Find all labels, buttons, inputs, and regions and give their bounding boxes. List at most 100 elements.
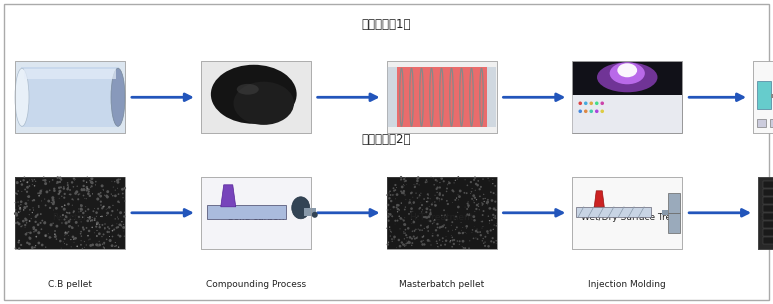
- Circle shape: [400, 241, 403, 244]
- Circle shape: [121, 225, 122, 226]
- Circle shape: [39, 195, 40, 197]
- Circle shape: [437, 234, 439, 237]
- Circle shape: [17, 221, 19, 224]
- Circle shape: [394, 220, 397, 222]
- Circle shape: [114, 218, 116, 219]
- Circle shape: [70, 225, 71, 226]
- Text: 〈핵심기쉰2〉: 〈핵심기쉰2〉: [362, 133, 411, 146]
- Circle shape: [39, 190, 43, 192]
- Circle shape: [46, 191, 49, 193]
- Bar: [24, 69, 116, 79]
- Circle shape: [68, 231, 70, 233]
- Point: [624, 215, 633, 219]
- Circle shape: [467, 204, 470, 207]
- Circle shape: [401, 192, 404, 194]
- Circle shape: [407, 242, 409, 244]
- Circle shape: [397, 239, 400, 241]
- Circle shape: [109, 236, 110, 237]
- Circle shape: [416, 180, 419, 182]
- Circle shape: [117, 178, 120, 181]
- Circle shape: [415, 229, 417, 230]
- Circle shape: [388, 213, 390, 215]
- Circle shape: [34, 247, 36, 248]
- Circle shape: [83, 185, 85, 187]
- Circle shape: [464, 232, 465, 233]
- Circle shape: [29, 209, 31, 211]
- Circle shape: [111, 214, 112, 216]
- Circle shape: [482, 203, 484, 205]
- Circle shape: [490, 191, 492, 193]
- Circle shape: [111, 230, 114, 231]
- Circle shape: [429, 213, 432, 216]
- Circle shape: [404, 194, 406, 196]
- Circle shape: [19, 208, 22, 210]
- Circle shape: [103, 246, 104, 248]
- Circle shape: [491, 219, 493, 221]
- Circle shape: [394, 184, 397, 186]
- Circle shape: [100, 184, 104, 187]
- Bar: [572, 177, 683, 249]
- Circle shape: [24, 217, 26, 220]
- Circle shape: [36, 236, 37, 237]
- Circle shape: [456, 197, 457, 199]
- Circle shape: [495, 217, 496, 219]
- Circle shape: [427, 230, 429, 232]
- Circle shape: [51, 202, 52, 203]
- Circle shape: [63, 187, 65, 190]
- Circle shape: [495, 225, 497, 226]
- Circle shape: [424, 198, 425, 200]
- Circle shape: [393, 194, 394, 195]
- Circle shape: [21, 183, 23, 186]
- Circle shape: [74, 192, 77, 195]
- Circle shape: [83, 188, 85, 190]
- Circle shape: [26, 242, 29, 244]
- Circle shape: [32, 228, 35, 230]
- Circle shape: [453, 239, 455, 241]
- Circle shape: [403, 219, 405, 222]
- Circle shape: [474, 176, 476, 179]
- Circle shape: [387, 215, 390, 218]
- Circle shape: [63, 219, 66, 220]
- Circle shape: [472, 215, 475, 218]
- Circle shape: [478, 206, 479, 207]
- Circle shape: [83, 188, 86, 191]
- Circle shape: [80, 208, 83, 211]
- Circle shape: [408, 213, 410, 215]
- Circle shape: [96, 223, 97, 225]
- Circle shape: [112, 205, 114, 206]
- Circle shape: [32, 226, 35, 229]
- Circle shape: [428, 225, 429, 226]
- Circle shape: [20, 226, 22, 227]
- Circle shape: [402, 243, 404, 246]
- Circle shape: [394, 189, 397, 191]
- Circle shape: [414, 186, 416, 188]
- Circle shape: [25, 227, 26, 228]
- Bar: [668, 213, 680, 233]
- Circle shape: [417, 176, 420, 179]
- Circle shape: [70, 194, 72, 195]
- Circle shape: [77, 198, 80, 200]
- Bar: [757, 119, 766, 127]
- Circle shape: [468, 206, 469, 207]
- Circle shape: [473, 219, 475, 222]
- Circle shape: [405, 180, 407, 182]
- Circle shape: [75, 221, 77, 224]
- Circle shape: [86, 198, 87, 199]
- Circle shape: [437, 180, 438, 182]
- Bar: [15, 61, 125, 133]
- Circle shape: [476, 229, 478, 230]
- Circle shape: [443, 180, 444, 182]
- Circle shape: [53, 201, 55, 203]
- Circle shape: [486, 201, 489, 203]
- Circle shape: [33, 228, 35, 230]
- Circle shape: [415, 192, 417, 194]
- Circle shape: [38, 206, 39, 208]
- Circle shape: [117, 218, 119, 219]
- Circle shape: [494, 185, 496, 187]
- Circle shape: [601, 102, 604, 105]
- Circle shape: [416, 183, 417, 185]
- Circle shape: [461, 240, 465, 243]
- Circle shape: [441, 198, 443, 200]
- Bar: [201, 177, 311, 249]
- Circle shape: [87, 219, 89, 222]
